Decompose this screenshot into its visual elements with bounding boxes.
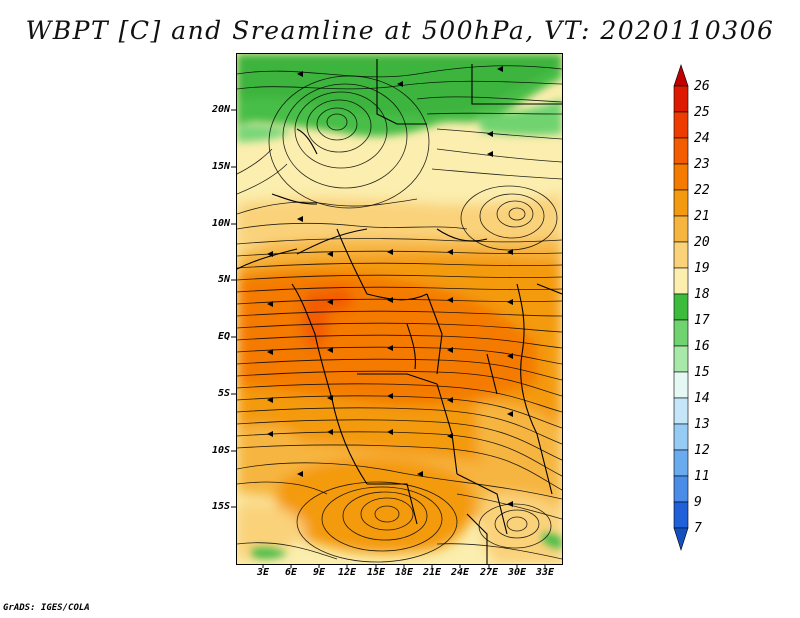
map-panel: [236, 53, 563, 565]
colorbar-label-21: 21: [694, 209, 710, 224]
colorbar-segment: [673, 215, 689, 243]
colorbar-label-13: 13: [694, 417, 710, 432]
shading-field: [237, 119, 562, 564]
colorbar-label-17: 17: [694, 313, 710, 328]
colorbar: [673, 64, 689, 551]
lon-label-33e: 33E: [535, 567, 555, 578]
colorbar-label-16: 16: [694, 339, 710, 354]
colorbar-label-19: 19: [694, 261, 710, 276]
colorbar-segment: [673, 371, 689, 399]
colorbar-segment: [673, 163, 689, 191]
colorbar-segment: [673, 85, 689, 113]
lat-label-10n: 10N: [211, 218, 230, 229]
lon-label-21e: 21E: [422, 567, 442, 578]
colorbar-segment: [673, 319, 689, 347]
lat-label-15n: 15N: [211, 161, 230, 172]
lon-label-30e: 30E: [507, 567, 527, 578]
country-borders: [237, 59, 562, 564]
colorbar-segment: [673, 449, 689, 477]
colorbar-label-20: 20: [694, 235, 710, 250]
colorbar-segment: [673, 293, 689, 321]
lat-label-15s: 15S: [211, 501, 230, 512]
map-title: WBPT [C] and Sreamline at 500hPa, VT: 20…: [25, 16, 775, 45]
colorbar-segment: [673, 501, 689, 529]
colorbar-label-23: 23: [694, 157, 710, 172]
colorbar-label-9: 9: [694, 495, 702, 510]
map-canvas: [237, 54, 562, 564]
lon-label-9e: 9E: [312, 567, 326, 578]
lat-label-5n: 5N: [217, 274, 230, 285]
grads-credit: GrADS: IGES/COLA: [3, 603, 90, 613]
colorbar-label-15: 15: [694, 365, 710, 380]
lon-label-3e: 3E: [256, 567, 270, 578]
lon-label-15e: 15E: [366, 567, 386, 578]
colorbar-label-26: 26: [694, 79, 710, 94]
lon-label-27e: 27E: [479, 567, 499, 578]
colorbar-segment: [673, 137, 689, 165]
colorbar-label-18: 18: [694, 287, 710, 302]
colorbar-bottom-arrow: [673, 527, 689, 551]
colorbar-segment: [673, 475, 689, 503]
colorbar-segment: [673, 111, 689, 139]
colorbar-label-7: 7: [694, 521, 702, 536]
streamlines: [237, 65, 562, 563]
colorbar-segment: [673, 423, 689, 451]
streamline-arrows: [267, 66, 513, 507]
colorbar-label-25: 25: [694, 105, 710, 120]
lat-label-eq: EQ: [217, 331, 230, 342]
colorbar-segment: [673, 241, 689, 269]
lat-label-20n: 20N: [211, 104, 230, 115]
lon-label-18e: 18E: [394, 567, 414, 578]
colorbar-label-24: 24: [694, 131, 710, 146]
colorbar-segment: [673, 345, 689, 373]
lon-label-6e: 6E: [284, 567, 298, 578]
colorbar-label-22: 22: [694, 183, 710, 198]
lon-label-24e: 24E: [450, 567, 470, 578]
colorbar-top-arrow: [673, 64, 689, 87]
lon-label-12e: 12E: [337, 567, 357, 578]
colorbar-segment: [673, 267, 689, 295]
colorbar-label-11: 11: [694, 469, 710, 484]
lat-label-10s: 10S: [211, 445, 230, 456]
colorbar-label-12: 12: [694, 443, 710, 458]
colorbar-label-14: 14: [694, 391, 710, 406]
lat-label-5s: 5S: [217, 388, 230, 399]
colorbar-segment: [673, 189, 689, 217]
colorbar-segment: [673, 397, 689, 425]
